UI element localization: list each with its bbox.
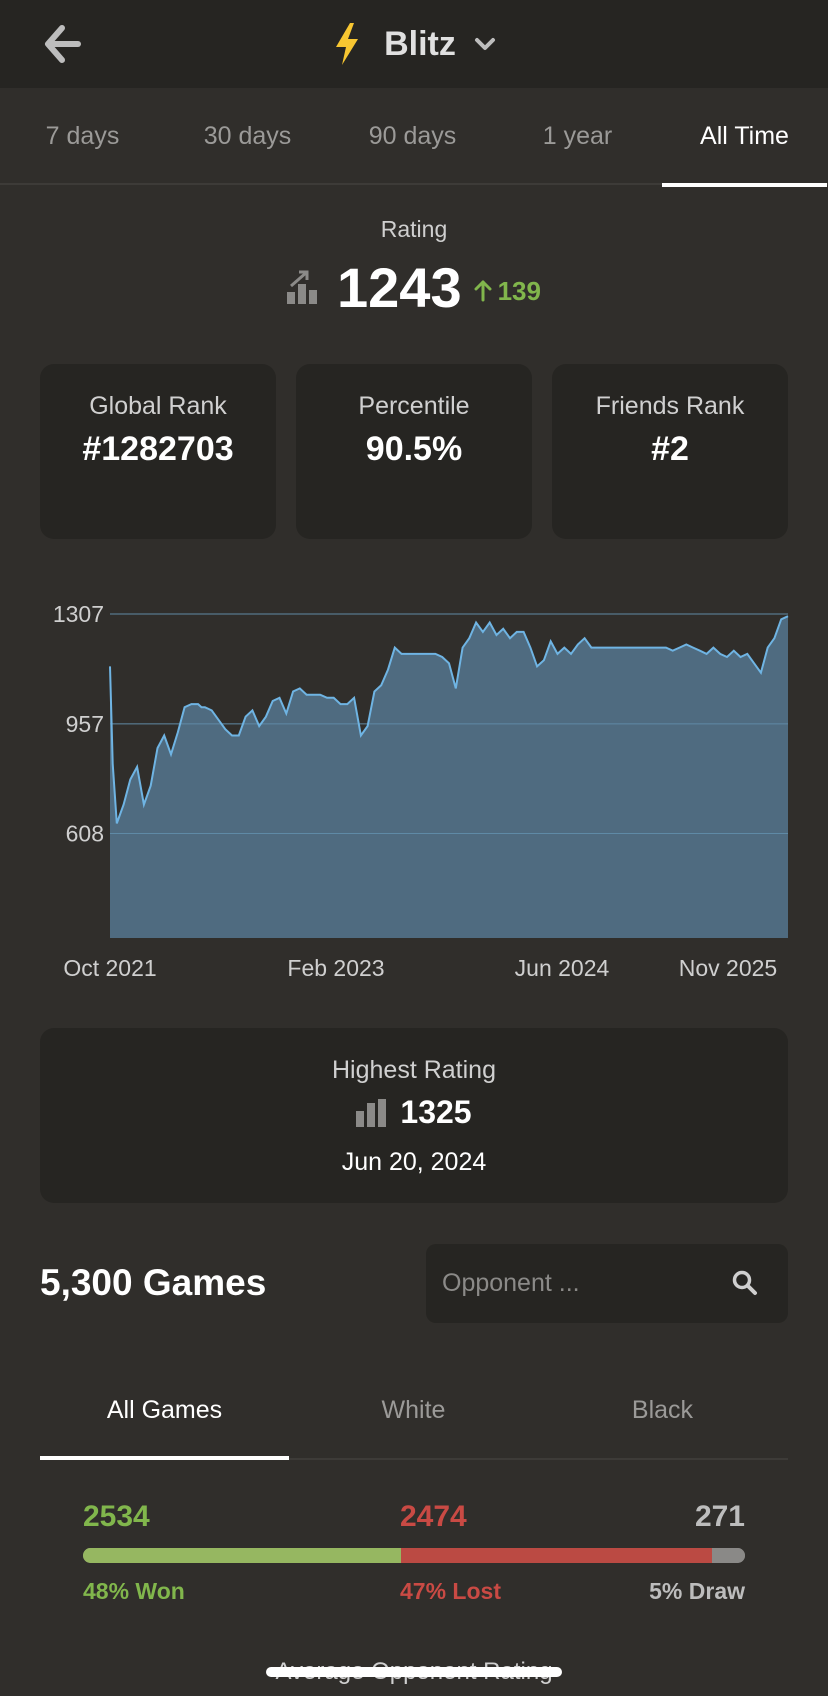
tab-white[interactable]: White xyxy=(381,1395,446,1424)
time-control-selector[interactable]: Blitz xyxy=(0,0,828,88)
rating-history-chart[interactable]: 1307 957 608 Oct 2021 Feb 2023 Jun 2024 Nov 20… xyxy=(0,590,828,990)
chevron-down-icon xyxy=(474,38,495,50)
games-count: 5,300 Games xyxy=(40,1262,267,1303)
tab-7-days[interactable]: 7 days xyxy=(45,122,120,150)
y-tick-label: 957 xyxy=(66,711,104,737)
results-bar xyxy=(83,1548,745,1563)
results-bar-draw xyxy=(711,1548,745,1563)
lost-percent: 47% Lost xyxy=(400,1578,501,1604)
x-tick-label: Feb 2023 xyxy=(287,955,384,981)
rating-delta-value: 139 xyxy=(497,275,541,306)
percentile-card[interactable]: Percentile 90.5% xyxy=(296,364,532,539)
stat-label: Friends Rank xyxy=(595,392,745,420)
tab-all-games[interactable]: All Games xyxy=(40,1362,289,1460)
draw-count: 271 xyxy=(694,1500,745,1533)
rating-value: 1243 xyxy=(337,255,462,319)
stat-value: #1282703 xyxy=(82,430,234,468)
tab-90-days[interactable]: 90 days xyxy=(368,122,457,150)
color-tabs: All Games White Black xyxy=(40,1362,788,1460)
highest-rating-date: Jun 20, 2024 xyxy=(341,1148,487,1176)
x-tick-label: Oct 2021 xyxy=(63,955,156,981)
x-tick-label: Nov 2025 xyxy=(679,955,777,981)
arrow-left-icon xyxy=(45,25,81,63)
lightning-bolt-icon xyxy=(336,23,359,65)
back-button[interactable] xyxy=(36,20,92,68)
opponent-search[interactable] xyxy=(426,1244,788,1323)
rating-change: 139 xyxy=(474,276,541,307)
tab-1-year[interactable]: 1 year xyxy=(542,122,613,150)
rating-label: Rating xyxy=(380,216,448,242)
friends-rank-card[interactable]: Friends Rank #2 xyxy=(552,364,788,539)
bar-chart-icon xyxy=(356,1098,387,1127)
stat-value: #2 xyxy=(651,430,689,468)
highest-rating-label: Highest Rating xyxy=(332,1056,496,1084)
page-title: Blitz xyxy=(384,24,456,63)
lost-count: 2474 xyxy=(400,1500,467,1533)
tab-all-time[interactable]: All Time xyxy=(662,88,827,187)
opponent-search-input[interactable] xyxy=(442,1244,722,1323)
won-count: 2534 xyxy=(83,1500,150,1533)
top-bar: Blitz xyxy=(0,0,828,88)
highest-rating-card: Highest Rating 1325 Jun 20, 2024 xyxy=(40,1028,788,1203)
period-tabs: 7 days 30 days 90 days 1 year All Time xyxy=(0,88,828,187)
rating-row: 1243 139 xyxy=(0,252,828,322)
chart-series-line xyxy=(109,615,789,824)
x-tick-label: Jun 2024 xyxy=(515,955,610,981)
global-rank-card[interactable]: Global Rank #1282703 xyxy=(40,364,276,539)
y-tick-label: 608 xyxy=(66,820,104,846)
highest-rating-value: 1325 xyxy=(400,1094,472,1130)
arrow-up-icon xyxy=(474,280,492,302)
results-bar-won xyxy=(83,1548,401,1563)
tab-30-days[interactable]: 30 days xyxy=(203,122,292,150)
y-tick-label: 1307 xyxy=(53,601,104,627)
stat-label: Percentile xyxy=(358,392,470,420)
won-percent: 48% Won xyxy=(83,1578,185,1604)
tab-black[interactable]: Black xyxy=(631,1395,694,1424)
stat-label: Global Rank xyxy=(89,392,227,420)
draw-percent: 5% Draw xyxy=(649,1578,745,1604)
chart-area xyxy=(110,616,788,938)
rating-trend-icon xyxy=(287,270,318,304)
home-indicator xyxy=(266,1667,562,1677)
highest-rating-row: 1325 xyxy=(40,1094,788,1131)
search-icon[interactable] xyxy=(732,1270,758,1296)
results-bar-lost xyxy=(400,1548,712,1563)
stat-value: 90.5% xyxy=(365,430,463,468)
